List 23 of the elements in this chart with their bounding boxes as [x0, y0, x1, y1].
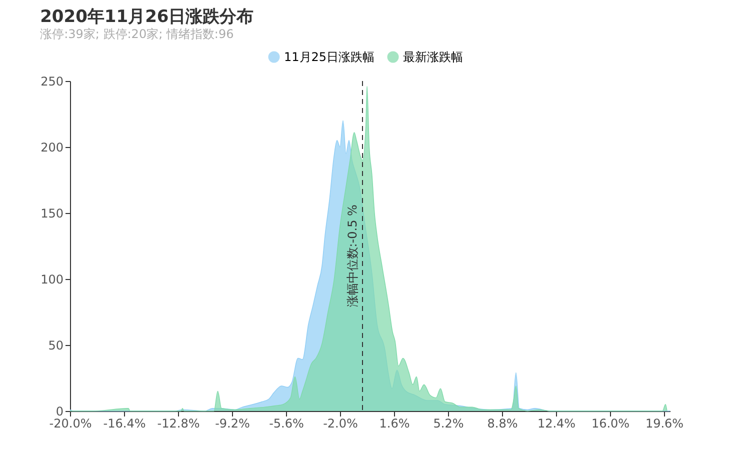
x-tick-label: 12.4% [537, 416, 576, 430]
x-tick-label: 16.0% [591, 416, 630, 430]
ref-line-label: 涨幅中位数:-0.5 % [346, 204, 360, 308]
x-tick-label: -5.6% [269, 416, 304, 430]
y-tick-label: 150 [40, 206, 64, 220]
x-tick-label: -9.2% [215, 416, 250, 430]
y-tick-label: 50 [48, 338, 64, 352]
x-tick-label: 19.6% [645, 416, 684, 430]
x-tick-label: 5.2% [433, 416, 464, 430]
y-tick-label: 0 [56, 404, 64, 418]
x-tick-label: -12.8% [157, 416, 200, 430]
x-tick-label: -2.0% [323, 416, 358, 430]
y-tick-label: 100 [40, 272, 64, 286]
x-tick-label: 8.8% [487, 416, 518, 430]
legend-label: 11月25日涨跌幅 [284, 50, 375, 64]
chart-title: 2020年11月26日涨跌分布 [40, 7, 254, 27]
y-tick-label: 250 [40, 74, 64, 88]
x-tick-label: -20.0% [49, 416, 92, 430]
chart-subtitle: 涨停:39家; 跌停:20家; 情绪指数:96 [40, 27, 234, 41]
x-tick-label: 1.6% [379, 416, 410, 430]
x-tick-label: -16.4% [103, 416, 146, 430]
y-tick-label: 200 [40, 140, 64, 154]
legend-label: 最新涨跌幅 [403, 50, 463, 64]
